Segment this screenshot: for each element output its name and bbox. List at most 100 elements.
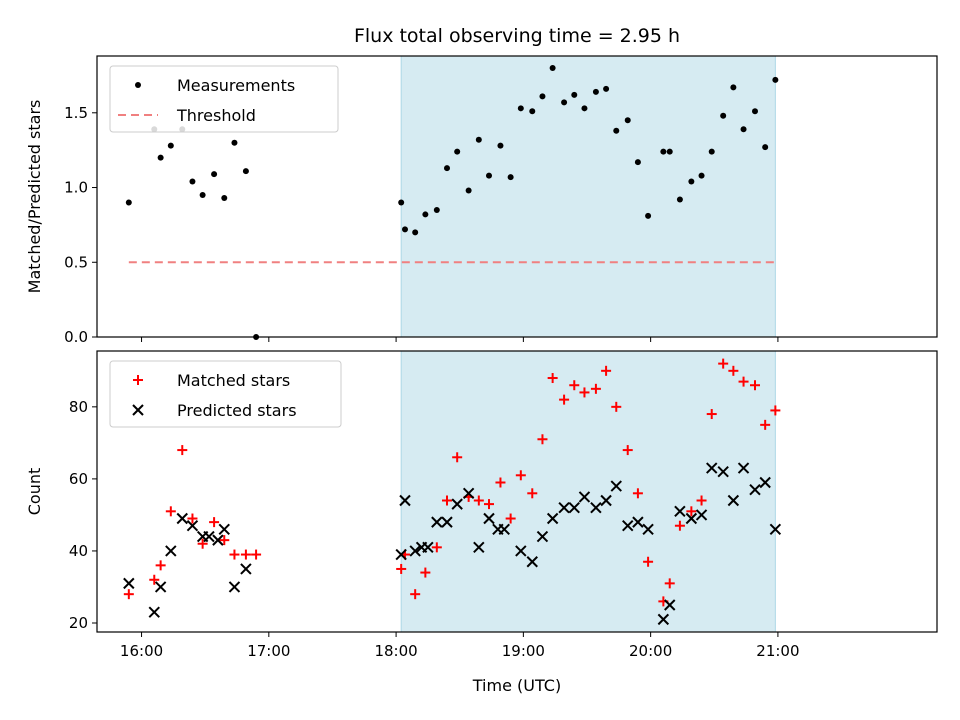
predicted-stars-point bbox=[600, 494, 612, 507]
matched-stars-point bbox=[219, 535, 230, 546]
y-tick-label: 20 bbox=[69, 614, 88, 632]
axes-frame bbox=[96, 350, 938, 633]
measurement-point bbox=[730, 84, 737, 91]
predicted-stars-point bbox=[759, 476, 771, 489]
matched-stars-point bbox=[155, 560, 166, 571]
matched-stars-point bbox=[643, 556, 654, 567]
x-tick-label: 18:00 bbox=[374, 642, 417, 660]
matched-stars-point bbox=[718, 358, 729, 369]
predicted-stars-point bbox=[218, 523, 230, 536]
x-tick-label: 16:00 bbox=[120, 642, 163, 660]
measurement-point bbox=[660, 148, 667, 155]
measurement-point bbox=[561, 99, 568, 106]
x-tick-label: 20:00 bbox=[629, 642, 672, 660]
legend-label: Predicted stars bbox=[177, 401, 297, 420]
matched-stars-point bbox=[686, 506, 697, 517]
matched-stars-point bbox=[165, 506, 176, 517]
legend-label: Threshold bbox=[176, 106, 256, 125]
legend-measurement-swatch bbox=[135, 82, 141, 88]
matched-stars-point bbox=[537, 434, 548, 445]
matched-stars-point bbox=[738, 376, 749, 387]
measurement-point bbox=[676, 196, 683, 203]
chart-title: Flux total observing time = 2.95 h bbox=[354, 25, 680, 47]
legend: Matched stars Predicted stars bbox=[109, 360, 342, 428]
predicted-stars-point bbox=[165, 545, 177, 557]
predicted-stars-point bbox=[431, 516, 443, 528]
measurement-point bbox=[688, 178, 695, 185]
matched-stars-point bbox=[149, 574, 160, 585]
y-tick-label: 0.0 bbox=[64, 328, 88, 346]
y-tick-label: 80 bbox=[69, 398, 88, 416]
measurement-point bbox=[592, 88, 599, 95]
legend-box bbox=[109, 65, 339, 133]
predicted-stars-point bbox=[717, 465, 729, 478]
measurement-point bbox=[740, 126, 747, 133]
predicted-stars-point bbox=[622, 520, 634, 532]
measurement-point bbox=[645, 212, 652, 219]
predicted-stars-point bbox=[228, 581, 241, 593]
predicted-stars-point bbox=[399, 494, 411, 507]
predicted-stars-point bbox=[123, 577, 135, 590]
matched-stars-point bbox=[579, 387, 590, 398]
matched-stars-point bbox=[569, 380, 580, 391]
predicted-stars-point bbox=[515, 545, 527, 557]
legend-predicted-swatch bbox=[132, 404, 144, 416]
predicted-stars-point bbox=[451, 498, 463, 510]
predicted-stars-point bbox=[664, 599, 676, 611]
measurement-point bbox=[402, 226, 408, 233]
matched-stars-point bbox=[527, 488, 538, 499]
matched-stars-point bbox=[123, 589, 134, 600]
predicted-stars-point bbox=[610, 480, 622, 492]
measurement-point bbox=[475, 136, 482, 143]
legend-matched-swatch bbox=[133, 375, 143, 385]
matched-stars-point bbox=[750, 380, 760, 391]
predicted-stars-point bbox=[632, 516, 644, 528]
predicted-stars-point bbox=[526, 556, 538, 568]
matched-stars-point bbox=[197, 538, 208, 549]
matched-stars-point bbox=[696, 495, 707, 506]
measurement-point bbox=[412, 229, 419, 236]
predicted-stars-point bbox=[706, 462, 718, 474]
x-axis-label: Time (UTC) bbox=[472, 676, 561, 695]
predicted-stars-point bbox=[674, 505, 686, 518]
predicted-stars-point bbox=[695, 509, 708, 521]
measurement-point bbox=[698, 172, 705, 179]
x-tick-label: 17:00 bbox=[247, 642, 290, 660]
measurement-point bbox=[720, 112, 727, 119]
count-panel: 16:00 17:00 18:00 19:00 20:00 21:00 20 40 60 80 Co… bbox=[25, 350, 938, 660]
matched-stars-point bbox=[396, 563, 407, 574]
predicted-stars-point bbox=[558, 502, 570, 514]
observing-span bbox=[400, 350, 776, 633]
predicted-stars-point bbox=[536, 530, 549, 543]
y-tick-label: 60 bbox=[69, 470, 88, 488]
matched-stars-point bbox=[187, 513, 198, 524]
measurement-point bbox=[433, 206, 440, 213]
matched-stars-point bbox=[515, 470, 526, 481]
measurement-point bbox=[549, 64, 556, 71]
predicted-stars-point bbox=[657, 613, 670, 626]
measurement-point bbox=[571, 91, 578, 98]
measurement-point bbox=[231, 139, 238, 146]
matched-stars-point bbox=[484, 499, 494, 510]
measurement-point bbox=[465, 187, 472, 194]
matched-stars-point bbox=[760, 419, 771, 430]
measurement-point bbox=[517, 105, 524, 112]
measurement-point bbox=[772, 76, 779, 83]
predicted-stars-point bbox=[642, 523, 654, 536]
measurement-point bbox=[221, 194, 228, 201]
measurement-point bbox=[486, 172, 492, 179]
predicted-stars-point bbox=[186, 520, 199, 532]
predicted-stars-point bbox=[176, 512, 188, 525]
predicted-stars-point bbox=[568, 502, 580, 514]
predicted-stars-point bbox=[483, 512, 495, 525]
matched-stars-point bbox=[601, 365, 612, 376]
measurement-point bbox=[454, 148, 461, 155]
matched-stars-point bbox=[728, 365, 739, 376]
matched-stars-point bbox=[559, 394, 570, 405]
matched-stars-point bbox=[674, 520, 685, 531]
matched-stars-point bbox=[632, 488, 643, 499]
measurement-point bbox=[125, 199, 132, 206]
predicted-stars-point bbox=[395, 548, 407, 561]
predicted-stars-point bbox=[737, 462, 750, 474]
measurement-point bbox=[422, 211, 429, 218]
